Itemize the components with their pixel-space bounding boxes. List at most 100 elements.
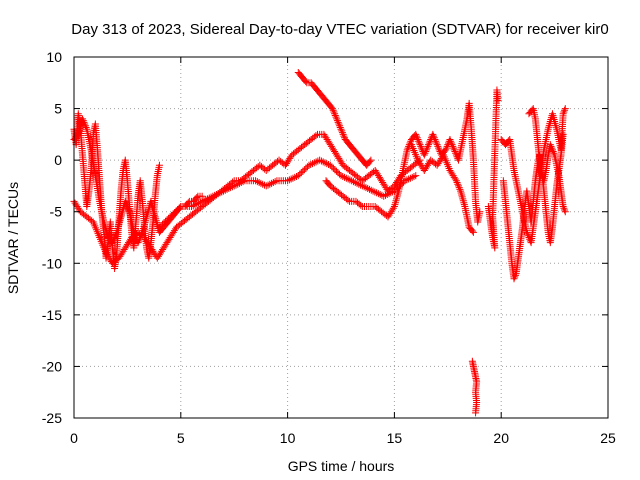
- x-tick-label: 25: [600, 430, 616, 446]
- data-point: [297, 169, 305, 177]
- data-point: [442, 146, 450, 154]
- data-point: [207, 193, 215, 201]
- data-point: [321, 159, 329, 167]
- data-point: [442, 144, 450, 152]
- data-point: [449, 142, 457, 150]
- data-point: [223, 185, 231, 193]
- data-point: [351, 178, 359, 186]
- data-point: [452, 177, 460, 185]
- data-point: [430, 134, 438, 142]
- data-point: [376, 191, 384, 199]
- data-point: [429, 130, 437, 138]
- y-tick-label: -20: [42, 358, 62, 374]
- data-point: [184, 199, 192, 207]
- data-point: [367, 156, 375, 164]
- data-point: [561, 208, 569, 216]
- data-point: [366, 157, 374, 165]
- data-point: [447, 139, 455, 147]
- data-point: [110, 235, 118, 243]
- x-axis-label: GPS time / hours: [288, 458, 395, 474]
- data-point: [494, 96, 502, 104]
- data-point: [450, 146, 458, 154]
- data-point: [123, 203, 131, 211]
- data-point: [157, 222, 165, 230]
- data-point: [253, 178, 261, 186]
- data-point: [124, 204, 132, 212]
- data-point: [327, 103, 335, 111]
- data-point: [403, 176, 411, 184]
- data-point: [300, 166, 308, 174]
- data-point: [79, 117, 87, 125]
- data-point: [330, 108, 338, 116]
- data-point: [344, 175, 352, 183]
- data-point: [405, 175, 413, 183]
- data-point: [421, 149, 429, 157]
- data-point: [158, 220, 166, 228]
- data-point: [237, 178, 245, 186]
- data-point: [432, 137, 440, 145]
- data-point: [334, 169, 342, 177]
- data-point: [338, 127, 346, 135]
- data-point: [510, 275, 518, 283]
- data-point: [434, 142, 442, 150]
- data-point: [218, 188, 226, 196]
- data-point: [310, 159, 318, 167]
- data-point: [552, 121, 560, 129]
- data-point: [449, 144, 457, 152]
- data-point: [460, 199, 468, 207]
- data-point: [369, 187, 377, 195]
- chart-title: Day 313 of 2023, Sidereal Day-to-day VTE…: [71, 21, 608, 38]
- data-point: [262, 182, 270, 190]
- data-point: [550, 149, 558, 157]
- data-point: [135, 237, 143, 245]
- data-point: [212, 191, 220, 199]
- y-tick-label: -5: [50, 204, 63, 220]
- data-point: [116, 215, 124, 223]
- data-point: [163, 216, 171, 224]
- data-point: [299, 167, 307, 175]
- data-point: [108, 239, 116, 247]
- data-point: [339, 130, 347, 138]
- data-point: [216, 189, 224, 197]
- data-point: [328, 163, 336, 171]
- data-point: [545, 121, 553, 129]
- data-point: [407, 137, 415, 145]
- data-point: [264, 181, 272, 189]
- data-point: [332, 113, 340, 121]
- data-point: [392, 197, 400, 205]
- data-point: [82, 123, 90, 131]
- plot-frame: [73, 56, 609, 419]
- data-point: [160, 219, 168, 227]
- data-point: [454, 180, 462, 188]
- axis-ticks: 0 5 10 15 20 25 -25 -20 -15 -10 -5 0 5 10: [42, 49, 616, 446]
- data-point: [422, 146, 430, 154]
- data-point: [415, 137, 423, 145]
- data-point: [211, 191, 219, 199]
- data-point: [505, 137, 513, 145]
- data-point: [307, 160, 315, 168]
- x-tick-label: 5: [177, 430, 185, 446]
- data-point: [433, 141, 441, 149]
- x-tick-label: 10: [280, 430, 296, 446]
- y-tick-label: -15: [42, 307, 62, 323]
- grid: [74, 57, 608, 418]
- data-point: [239, 178, 247, 186]
- data-point: [412, 132, 420, 140]
- data-points: [70, 68, 569, 417]
- data-point: [342, 174, 350, 182]
- data-point: [255, 178, 263, 186]
- data-point: [446, 136, 454, 144]
- data-point: [323, 160, 331, 168]
- data-point: [459, 197, 467, 205]
- data-point: [383, 191, 391, 199]
- data-point: [302, 77, 310, 85]
- data-point: [357, 181, 365, 189]
- data-point: [334, 118, 342, 126]
- data-point: [560, 204, 568, 212]
- data-point: [341, 134, 349, 142]
- data-point: [337, 172, 345, 180]
- data-point: [193, 194, 201, 202]
- data-point: [460, 201, 468, 209]
- data-point: [373, 189, 381, 197]
